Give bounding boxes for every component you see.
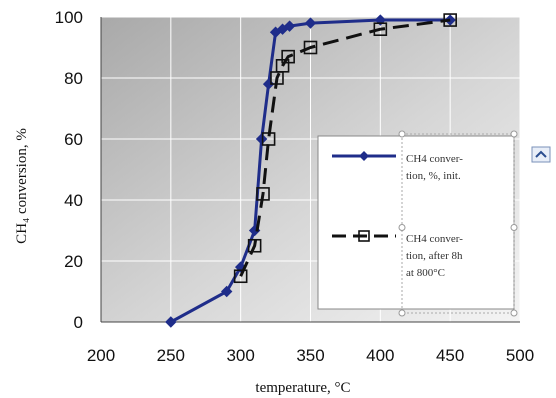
x-tick-label: 450 — [436, 346, 464, 365]
y-tick-label: 60 — [64, 130, 83, 149]
data-point — [247, 238, 262, 253]
data-point — [304, 17, 317, 29]
x-tick-label: 250 — [157, 346, 185, 365]
series-1 — [165, 14, 456, 328]
series-layer — [165, 13, 457, 328]
legend-label: tion, %, init. — [406, 170, 461, 182]
selection-handle — [398, 130, 406, 138]
data-point — [281, 49, 295, 64]
series-line — [170, 18, 451, 324]
y-tick-labels: 0 20 40 60 80 100 — [55, 8, 83, 332]
x-tick-labels: 200 250 300 350 400 450 500 — [87, 346, 534, 365]
selection-handle — [398, 309, 406, 317]
selection-handle — [510, 224, 518, 231]
y-tick-label: 80 — [64, 69, 83, 88]
data-point — [220, 285, 233, 298]
legend-label: CH4 conver- — [406, 153, 463, 165]
data-point — [283, 20, 296, 32]
selection-handle — [510, 130, 518, 138]
x-tick-label: 300 — [226, 346, 254, 365]
data-point — [373, 22, 388, 37]
data-point — [255, 133, 268, 145]
legend-expand-icon[interactable] — [531, 146, 551, 163]
legend-item-2: CH4 conver-tion, after 8h at 800°C — [332, 230, 463, 279]
x-tick-label: 400 — [366, 346, 394, 365]
legend-label: tion, after 8h — [406, 250, 463, 262]
legend-label: at 800°C — [406, 267, 445, 279]
data-point — [303, 40, 318, 55]
y-tick-label: 40 — [64, 191, 83, 210]
y-tick-label: 20 — [64, 252, 83, 271]
data-point — [443, 13, 457, 27]
legend-label: CH4 conver- — [406, 233, 463, 245]
legend-box — [317, 135, 515, 310]
selection-handle — [398, 224, 406, 231]
legend-marker — [359, 151, 369, 161]
legend-item-1: CH4 conver-tion, %, init. — [332, 151, 463, 182]
data-point — [233, 269, 248, 284]
x-tick-label: 500 — [506, 346, 534, 365]
legend-selection-frame — [401, 133, 515, 314]
data-point — [261, 132, 276, 146]
legend: CH4 conver-tion, %, init.CH4 conver-tion… — [317, 130, 518, 317]
y-tick-label: 100 — [55, 8, 83, 27]
y-tick-label: 0 — [74, 313, 83, 332]
data-point — [256, 187, 270, 201]
data-point — [165, 316, 177, 328]
selection-handle — [510, 309, 518, 317]
legend-marker — [358, 230, 370, 242]
series-line — [239, 18, 451, 277]
series-2 — [233, 13, 457, 284]
x-tick-label: 200 — [87, 346, 115, 365]
x-tick-label: 350 — [296, 346, 324, 365]
y-axis-label: CH₄ conversion, % — [14, 128, 30, 244]
x-axis-label: temperature, °C — [255, 380, 350, 396]
